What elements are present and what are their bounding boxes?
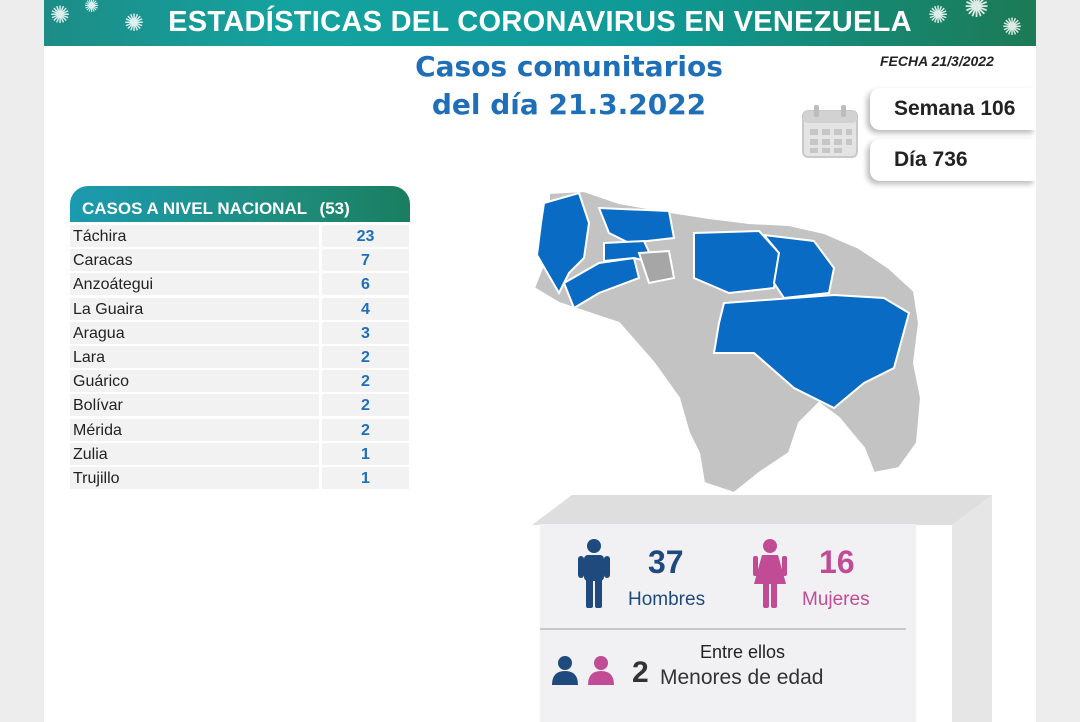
table-row: Bolívar 2 (70, 394, 410, 417)
state-cases: 1 (322, 442, 409, 465)
state-cases: 2 (322, 345, 409, 368)
table-row: Táchira 23 (70, 225, 410, 247)
table-row: Anzoátegui 6 (70, 273, 410, 296)
state-name: Caracas (70, 249, 319, 272)
infographic-card: ✺ ✺ ✺ ESTADÍSTICAS DEL CORONAVIRUS EN VE… (44, 0, 1036, 722)
map-region-zulia (535, 191, 591, 296)
virus-icon: ✺ (124, 10, 145, 37)
state-name: Bolívar (70, 394, 319, 417)
women-count: 16 (819, 544, 855, 580)
table-row: Caracas 7 (70, 249, 410, 272)
divider (540, 628, 906, 630)
virus-icon: ✺ (964, 0, 990, 24)
state-cases: 1 (322, 466, 409, 489)
state-cases: 2 (322, 394, 409, 417)
map-region-guarico (693, 229, 781, 295)
virus-icon: ✺ (84, 0, 100, 16)
virus-icon: ✺ (928, 2, 949, 29)
venezuela-map (532, 189, 923, 495)
minors-count: 2 (632, 656, 649, 689)
stats-pedestal (532, 495, 992, 722)
state-cases: 4 (322, 297, 409, 320)
map-region-falcon (597, 206, 676, 245)
state-cases: 3 (322, 321, 409, 344)
page-title: ESTADÍSTICAS DEL CORONAVIRUS EN VENEZUEL… (168, 6, 912, 38)
subtitle-line: del día 21.3.2022 (431, 88, 707, 121)
state-name: Aragua (70, 321, 319, 344)
state-name: Mérida (70, 418, 319, 441)
national-cases-label: CASOS A NIVEL NACIONAL (82, 199, 307, 218)
woman-icon (753, 539, 787, 608)
virus-icon: ✺ (50, 2, 71, 29)
calendar-icon (802, 105, 858, 158)
women-label: Mujeres (802, 589, 870, 610)
page-subtitle: Casos comunitarios del día 21.3.2022 (404, 48, 734, 124)
state-name: Táchira (70, 225, 319, 247)
date-label: FECHA 21/3/2022 (880, 53, 994, 69)
map-region-andes (562, 256, 641, 310)
child-boy-icon (552, 656, 578, 685)
state-name: Anzoátegui (70, 273, 319, 296)
map-region-bolivar (712, 293, 911, 410)
table-row: Aragua 3 (70, 321, 410, 344)
minors-label: Menores de edad (660, 666, 824, 689)
child-girl-icon (588, 656, 614, 685)
state-cases: 2 (322, 370, 409, 393)
week-badge: Semana 106 (870, 88, 1036, 130)
table-row: Zulia 1 (70, 442, 410, 465)
table-row: Mérida 2 (70, 418, 410, 441)
virus-icon: ✺ (1002, 14, 1023, 41)
header-banner: ✺ ✺ ✺ ESTADÍSTICAS DEL CORONAVIRUS EN VE… (44, 0, 1036, 46)
national-cases-header: CASOS A NIVEL NACIONAL (53) (70, 186, 410, 222)
state-cases: 7 (322, 249, 409, 272)
map-region-anzoategui (761, 233, 836, 300)
state-name: La Guaira (70, 297, 319, 320)
day-badge: Día 736 (870, 139, 1036, 181)
men-count: 37 (648, 544, 684, 580)
state-name: Guárico (70, 370, 319, 393)
man-icon (578, 539, 610, 608)
subtitle-line: Casos comunitarios (415, 50, 723, 83)
state-cases: 6 (322, 273, 409, 296)
state-cases: 23 (322, 225, 409, 247)
national-cases-table: Táchira 23 Caracas 7 Anzoátegui 6 La Guaira 4 Ar… (70, 225, 410, 491)
minors-heading: Entre ellos (700, 642, 786, 662)
table-row: Guárico 2 (70, 370, 410, 393)
table-row: La Guaira 4 (70, 297, 410, 320)
map-region-center-gray (637, 249, 676, 285)
state-name: Trujillo (70, 466, 319, 489)
table-row: Lara 2 (70, 345, 410, 368)
state-cases: 2 (322, 418, 409, 441)
men-label: Hombres (628, 589, 706, 610)
state-name: Lara (70, 345, 319, 368)
table-row: Trujillo 1 (70, 466, 410, 489)
national-cases-total: (53) (319, 199, 350, 218)
state-name: Zulia (70, 442, 319, 465)
